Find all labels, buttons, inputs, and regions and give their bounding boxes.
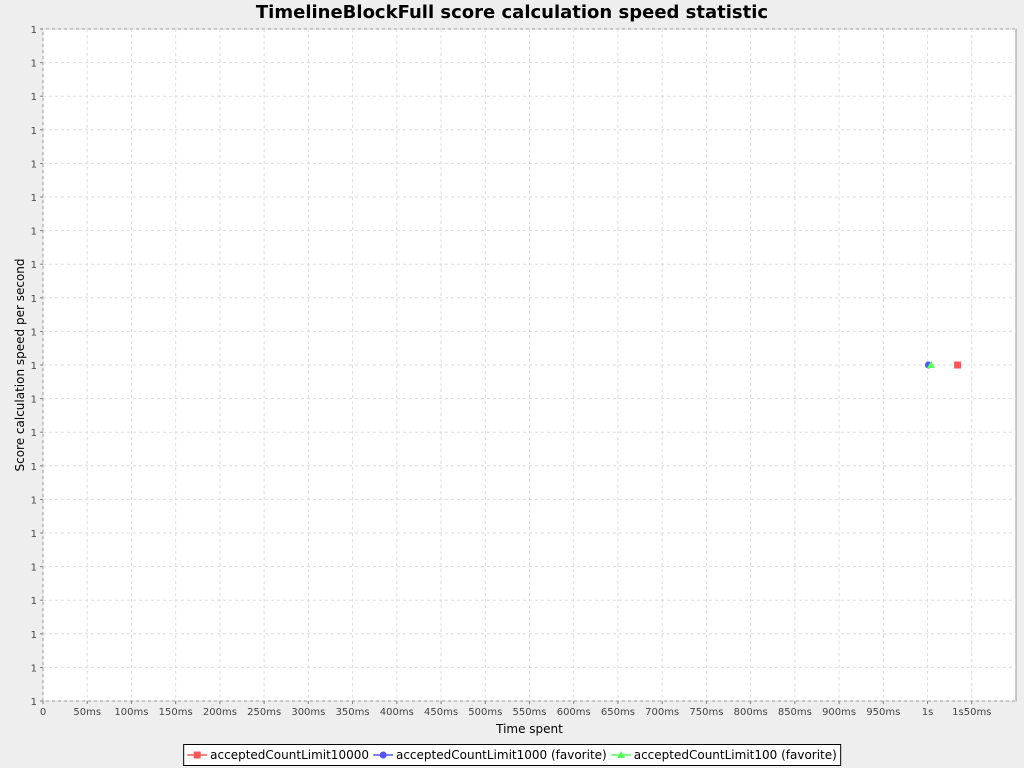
x-tick-label: 600ms (557, 707, 591, 718)
y-axis-label: Score calculation speed per second (13, 258, 27, 471)
x-tick-label: 100ms (114, 707, 148, 718)
axes: 0 50ms 100ms 150ms 200ms 250ms 300ms 350ms 400ms… (31, 25, 992, 718)
x-tick-label: 1s50ms (952, 707, 991, 718)
y-tick-label: 1 (31, 596, 37, 607)
grid-lines (42, 28, 1016, 702)
y-tick-label: 1 (31, 25, 37, 36)
y-tick-label: 1 (31, 529, 37, 540)
chart-canvas: 0 50ms 100ms 150ms 200ms 250ms 300ms 350ms 400ms… (13, 25, 1017, 736)
legend-item: acceptedCountLimit100 (favorite) (610, 748, 837, 762)
y-tick-label: 1 (31, 193, 37, 204)
legend-item: acceptedCountLimit1000 (favorite) (372, 748, 607, 762)
data-series (924, 361, 962, 369)
x-tick-label: 150ms (159, 707, 193, 718)
y-tick-label: 1 (31, 462, 37, 473)
y-tick-label: 1 (31, 327, 37, 338)
legend-marker (610, 751, 631, 758)
y-tick-label: 1 (31, 697, 37, 708)
x-tick-label: 450ms (424, 707, 458, 718)
y-tick-label: 1 (31, 227, 37, 238)
x-tick-label: 500ms (468, 707, 502, 718)
x-tick-label: 400ms (380, 707, 414, 718)
y-tick-label: 1 (31, 428, 37, 439)
legend-label: acceptedCountLimit10000 (210, 748, 369, 762)
x-tick-label: 650ms (601, 707, 635, 718)
y-tick-label: 1 (31, 294, 37, 305)
y-tick-label: 1 (31, 495, 37, 506)
y-tick-label: 1 (31, 159, 37, 170)
legend-label: acceptedCountLimit1000 (favorite) (395, 748, 607, 762)
y-tick-label: 1 (31, 92, 37, 103)
legend-marker (372, 751, 393, 759)
chart-title: TimelineBlockFull score calculation spee… (255, 2, 769, 23)
y-tick-label: 1 (31, 563, 37, 574)
y-tick-label: 1 (31, 663, 37, 674)
legend: acceptedCountLimit10000 acceptedCountLimi… (183, 744, 841, 766)
y-tick-label: 1 (31, 260, 37, 271)
legend-item: acceptedCountLimit10000 (187, 748, 369, 762)
x-tick-label: 1s (922, 707, 934, 718)
x-tick-label: 950ms (866, 707, 900, 718)
legend-label: acceptedCountLimit100 (favorite) (633, 748, 837, 762)
x-tick-label: 850ms (778, 707, 812, 718)
y-tick-label: 1 (31, 361, 37, 372)
x-tick-label: 50ms (73, 707, 101, 718)
x-tick-label: 800ms (734, 707, 768, 718)
x-tick-label: 750ms (689, 707, 723, 718)
y-tick-label: 1 (31, 126, 37, 137)
x-tick-label: 200ms (203, 707, 237, 718)
x-tick-label: 250ms (247, 707, 281, 718)
y-tick-label: 1 (31, 59, 37, 70)
x-axis-label: Time spent (495, 722, 563, 736)
x-tick-label: 350ms (336, 707, 370, 718)
x-tick-label: 300ms (291, 707, 325, 718)
y-tick-label: 1 (31, 630, 37, 641)
y-tick-label: 1 (31, 395, 37, 406)
x-tick-label: 0 (40, 707, 46, 718)
data-point-series-2 (927, 361, 936, 368)
data-point-series-0 (954, 361, 962, 369)
x-tick-label: 900ms (822, 707, 856, 718)
legend-marker (187, 751, 208, 759)
x-tick-label: 550ms (512, 707, 546, 718)
x-tick-label: 700ms (645, 707, 679, 718)
